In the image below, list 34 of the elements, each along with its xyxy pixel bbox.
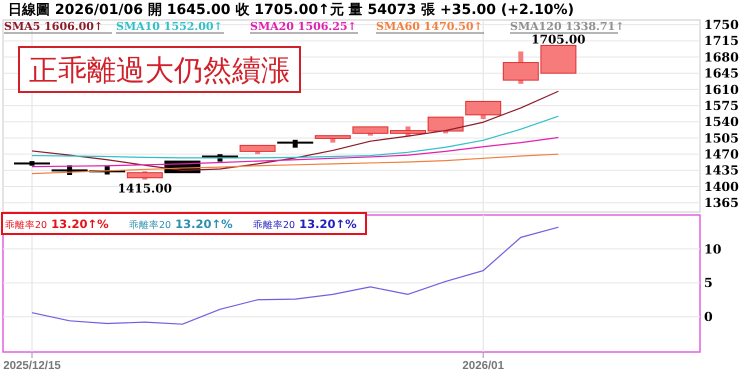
line-series: [31, 116, 559, 158]
annotation: 乖離率20 13.20↑%: [129, 217, 234, 231]
y-tick-label: 1400: [704, 178, 740, 194]
y-tick-label: 1715: [704, 33, 739, 48]
y-tick-label: 1645: [704, 66, 739, 81]
x-tick-label: 2025/12/15: [3, 360, 62, 372]
y-tick-label: 1750: [704, 17, 740, 32]
text: SMA20 1506.25↑: [250, 20, 357, 33]
y-tick-label: 1680: [704, 49, 740, 64]
annotation: 乖離率20 13.20↑%: [5, 217, 110, 231]
line-series: [31, 90, 559, 171]
annotation: 1705.00: [531, 32, 586, 46]
y-tick-label: 10: [704, 241, 722, 256]
text: SMA5 1606.00↑: [4, 20, 104, 33]
annotation: 正乖離過大仍然續漲: [29, 53, 290, 87]
y-tick-label: 1470: [704, 146, 740, 162]
annotation: 1415.00: [118, 182, 172, 196]
y-tick-label: 1505: [704, 130, 739, 146]
chart-title: 日線圖 2026/01/06 開 1645.00 收 1705.00↑元 量 54073 張 +35.00 (+2.10%): [8, 2, 574, 18]
text: SMA10 1552.00↑: [116, 20, 223, 33]
line-series: [31, 136, 559, 168]
legend-label: SMA120 1338.71↑: [510, 20, 624, 33]
line-series: [31, 154, 559, 174]
x-tick-label: 2026/01: [462, 360, 505, 372]
y-tick-label: 1540: [704, 114, 740, 130]
annotation: 乖離率20 13.20↑%: [253, 217, 358, 231]
text: SMA60 1470.50↑: [376, 20, 483, 33]
y-tick-label: 1365: [704, 195, 739, 210]
y-tick-label: 1575: [704, 98, 739, 113]
y-tick-label: 1610: [704, 82, 740, 97]
callout-box: 正乖離過大仍然續漲: [18, 46, 301, 93]
y-tick-label: 1435: [704, 162, 739, 178]
y-tick-label: 0: [704, 309, 713, 324]
y-tick-label: 5: [704, 275, 713, 290]
